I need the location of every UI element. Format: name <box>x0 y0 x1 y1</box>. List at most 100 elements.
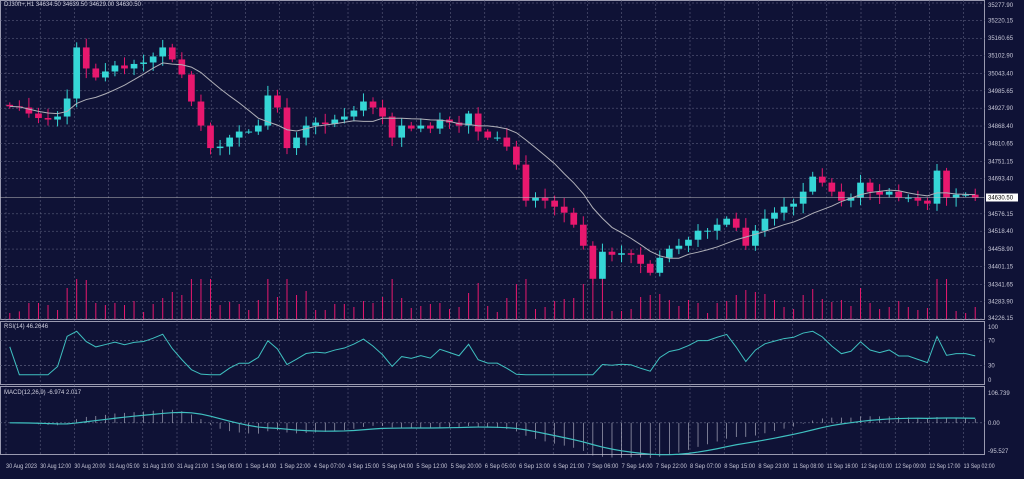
bear-candle <box>627 253 635 255</box>
bear-candle <box>818 176 826 183</box>
bull-candle <box>111 65 119 72</box>
macd-label: MACD(12,26,9) -6.974 2.017 <box>4 390 82 396</box>
bull-candle <box>102 71 109 78</box>
bear-candle <box>82 47 90 69</box>
bull-candle <box>675 245 683 249</box>
bull-candle <box>63 98 71 117</box>
bear-candle <box>924 200 931 204</box>
time-tick: 6 Sep 05:00 <box>485 464 517 470</box>
rsi-level: 100 <box>988 325 999 331</box>
bull-candle <box>417 125 425 129</box>
bear-candle <box>838 191 845 201</box>
price-tick: 34341.65 <box>988 282 1014 288</box>
time-tick: 7 Sep 14:00 <box>622 464 654 470</box>
bull-candle <box>149 56 157 63</box>
price-tick: 35160.65 <box>988 36 1014 42</box>
price-tick: 34518.40 <box>988 229 1014 235</box>
bull-candle <box>216 146 224 149</box>
price-tick: 34401.15 <box>988 264 1014 270</box>
price-tick: 34693.40 <box>988 177 1014 183</box>
time-tick: 31 Aug 05:00 <box>109 464 141 470</box>
time-tick: 8 Sep 07:00 <box>690 464 722 470</box>
time-tick: 1 Sep 14:00 <box>245 464 277 470</box>
price-tick: 35220.15 <box>988 18 1014 24</box>
bull-candle <box>704 230 711 232</box>
bull-candle <box>723 218 731 225</box>
bull-candle <box>235 131 243 138</box>
bear-candle <box>121 65 128 69</box>
chart-title: DJ30ft+,H1 34634.50 34639.50 34629.00 34… <box>4 2 141 8</box>
price-tick: 34927.90 <box>988 106 1014 112</box>
time-tick: 7 Sep 06:00 <box>587 464 619 470</box>
time-tick: 5 Sep 12:00 <box>416 464 448 470</box>
bull-candle <box>885 191 893 195</box>
price-tick: 34868.40 <box>988 124 1014 130</box>
time-tick: 13 Sep 02:00 <box>964 464 996 470</box>
time-tick: 5 Sep 04:00 <box>382 464 414 470</box>
time-tick: 12 Sep 09:00 <box>895 464 927 470</box>
bull-candle <box>685 239 692 246</box>
moving-average-line <box>9 62 976 259</box>
rsi-level: 0 <box>988 378 992 384</box>
bear-candle <box>732 218 740 228</box>
bull-candle <box>436 119 444 129</box>
bull-candle <box>962 194 970 196</box>
macd-level: 106.739 <box>988 391 1010 397</box>
bear-candle <box>943 170 950 198</box>
time-tick: 1 Sep 06:00 <box>211 464 243 470</box>
bull-candle <box>933 170 941 204</box>
bear-candle <box>484 131 492 138</box>
time-tick: 6 Sep 13:00 <box>519 464 551 470</box>
bull-candle <box>312 122 320 126</box>
bear-candle <box>25 107 33 114</box>
price-tick: 34458.90 <box>988 247 1014 253</box>
bear-candle <box>876 191 883 195</box>
bear-candle <box>866 182 874 192</box>
price-tick: 34283.90 <box>988 300 1014 306</box>
bull-candle <box>694 230 702 240</box>
bull-candle <box>54 116 61 120</box>
bear-candle <box>579 224 587 246</box>
bull-candle <box>532 197 539 201</box>
time-tick: 12 Sep 01:00 <box>861 464 893 470</box>
price-tick: 35043.40 <box>988 71 1014 77</box>
time-tick: 31 Aug 13:00 <box>143 464 175 470</box>
bull-candle <box>599 251 606 279</box>
bull-candle <box>780 206 788 213</box>
bear-candle <box>828 182 836 192</box>
price-tick: 34810.65 <box>988 141 1014 147</box>
time-tick: 30 Aug 20:00 <box>74 464 106 470</box>
time-tick: 4 Sep 07:00 <box>314 464 346 470</box>
bull-candle <box>847 197 855 201</box>
bull-candle <box>159 47 167 57</box>
macd-signal-line <box>9 411 976 456</box>
rsi-label: RSI(14) 46.2646 <box>4 324 49 330</box>
bull-candle <box>350 110 358 117</box>
bear-candle <box>914 197 922 201</box>
bear-candle <box>971 194 979 198</box>
bear-candle <box>6 104 14 107</box>
time-tick: 5 Sep 20:00 <box>451 464 483 470</box>
panel-border <box>0 0 985 320</box>
time-tick: 1 Sep 22:00 <box>280 464 312 470</box>
time-tick: 30 Aug 12:00 <box>40 464 72 470</box>
bull-candle <box>771 212 778 219</box>
bull-candle <box>73 47 81 99</box>
bear-candle <box>44 118 52 120</box>
bear-candle <box>178 59 186 75</box>
time-tick: 31 Aug 21:00 <box>177 464 209 470</box>
price-tick: 35102.90 <box>988 54 1014 60</box>
bear-candle <box>474 113 482 132</box>
bear-candle <box>541 197 549 201</box>
bear-candle <box>274 95 281 108</box>
bull-candle <box>264 95 272 126</box>
bull-candle <box>465 113 472 126</box>
bear-candle <box>188 74 195 102</box>
time-tick: 7 Sep 22:00 <box>656 464 688 470</box>
macd-level: 0.00 <box>988 421 1000 427</box>
bull-candle <box>493 137 501 139</box>
bull-candle <box>904 197 912 199</box>
bear-candle <box>388 116 396 138</box>
